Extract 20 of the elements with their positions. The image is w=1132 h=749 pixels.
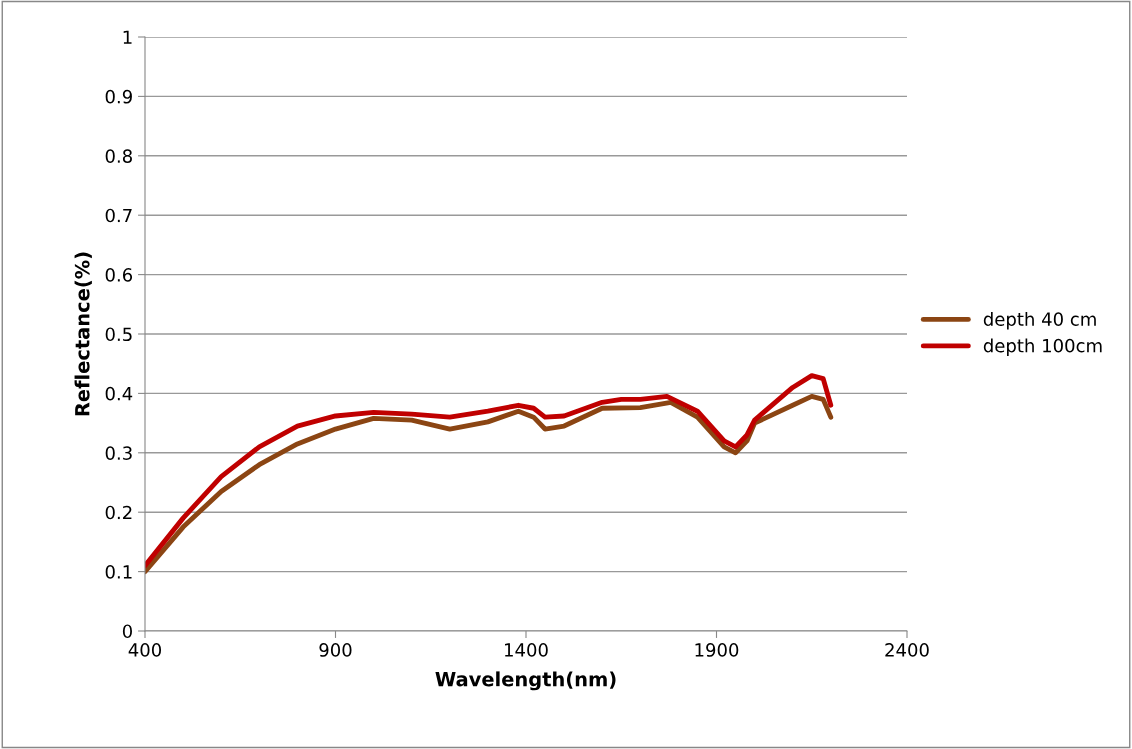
legend-label: depth 40 cm bbox=[983, 312, 1096, 330]
x-tick-label: 900 bbox=[319, 643, 352, 657]
y-tick-label: 0.8 bbox=[105, 149, 132, 163]
y-tick-label: 0.2 bbox=[105, 505, 132, 520]
y-tick-label: 0.1 bbox=[105, 565, 132, 579]
x-tick-label: 1900 bbox=[695, 643, 739, 657]
y-tick-label: 0.7 bbox=[105, 208, 132, 223]
y-tick-label: 0.4 bbox=[105, 386, 133, 401]
x-tick-label: 2400 bbox=[885, 643, 929, 657]
y-tick-label: 0.9 bbox=[105, 89, 132, 104]
legend-label: depth 100cm bbox=[983, 338, 1102, 356]
x-tick-label: 400 bbox=[128, 643, 162, 657]
y-tick-label: 0.3 bbox=[105, 446, 132, 460]
y-axis-title: Reflectance(%) bbox=[74, 252, 92, 416]
y-tick-label: 1 bbox=[123, 30, 132, 44]
x-axis-title: Wavelength(nm) bbox=[435, 671, 616, 691]
y-tick-label: 0.5 bbox=[105, 327, 132, 342]
y-tick-label: 0.6 bbox=[105, 268, 133, 282]
x-tick-label: 1400 bbox=[505, 643, 548, 657]
y-tick-label: 0 bbox=[122, 624, 132, 639]
